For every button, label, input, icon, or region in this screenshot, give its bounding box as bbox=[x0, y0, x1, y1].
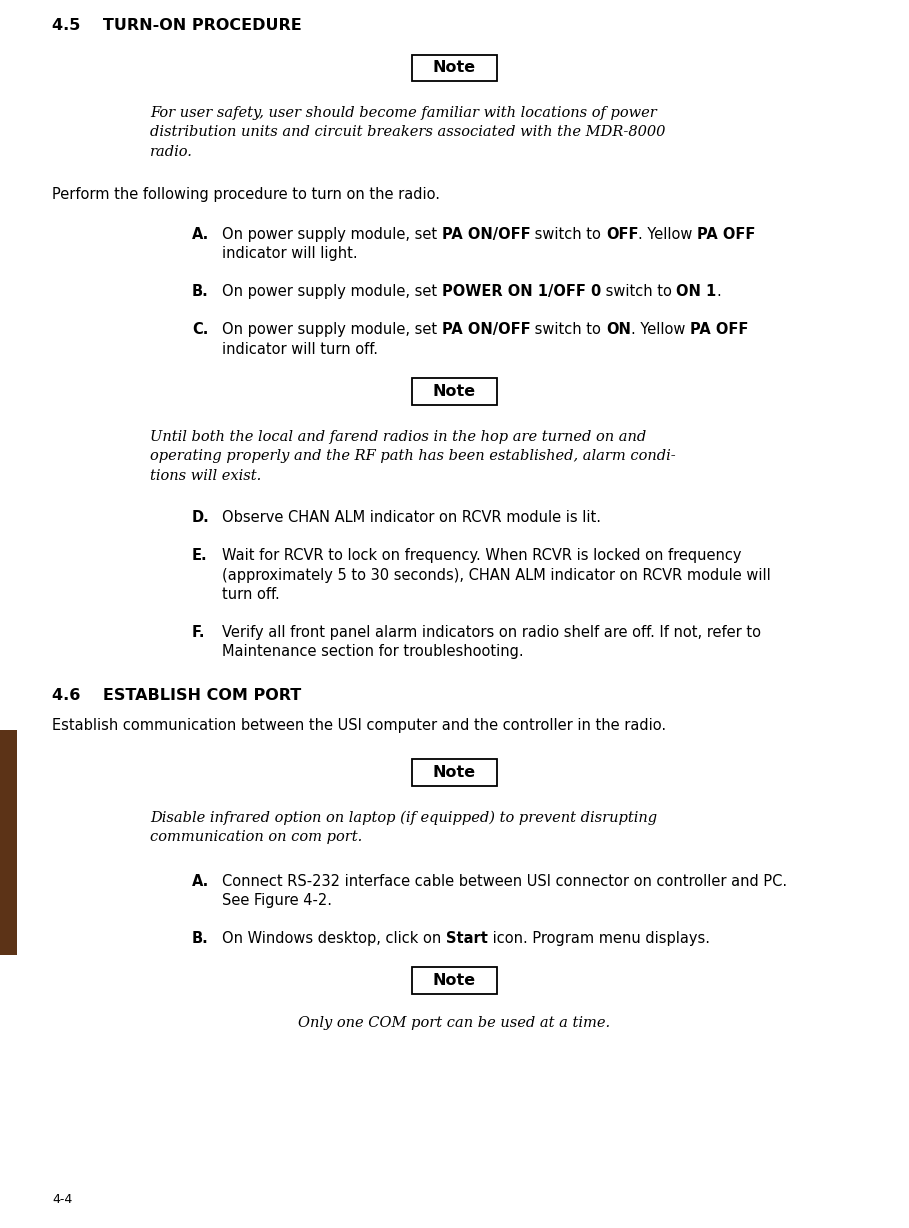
Text: switch to: switch to bbox=[530, 322, 606, 336]
Text: PA ON/OFF: PA ON/OFF bbox=[442, 322, 530, 336]
Text: PA OFF: PA OFF bbox=[697, 226, 755, 242]
FancyBboxPatch shape bbox=[412, 54, 497, 81]
Text: Disable infrared option on laptop (if equipped) to prevent disrupting: Disable infrared option on laptop (if eq… bbox=[150, 810, 657, 825]
Text: Start: Start bbox=[446, 931, 488, 946]
Text: Connect RS-232 interface cable between USI connector on controller and PC.: Connect RS-232 interface cable between U… bbox=[222, 873, 787, 889]
FancyBboxPatch shape bbox=[412, 759, 497, 786]
Text: tions will exist.: tions will exist. bbox=[150, 469, 261, 483]
Text: indicator will turn off.: indicator will turn off. bbox=[222, 341, 378, 356]
Text: On power supply module, set: On power supply module, set bbox=[222, 284, 442, 298]
Text: switch to: switch to bbox=[530, 226, 606, 242]
Text: Establish communication between the USI computer and the controller in the radio: Establish communication between the USI … bbox=[52, 717, 666, 732]
Text: F.: F. bbox=[192, 625, 205, 640]
Text: . Yellow: . Yellow bbox=[638, 226, 697, 242]
Text: E.: E. bbox=[192, 548, 207, 562]
Text: switch to: switch to bbox=[601, 284, 676, 298]
Text: For user safety, user should become familiar with locations of power: For user safety, user should become fami… bbox=[150, 106, 656, 120]
Text: Note: Note bbox=[433, 384, 476, 399]
Text: POWER ON 1/OFF 0: POWER ON 1/OFF 0 bbox=[442, 284, 601, 298]
Text: B.: B. bbox=[192, 931, 209, 946]
Text: communication on com port.: communication on com port. bbox=[150, 830, 363, 844]
Text: OFF: OFF bbox=[606, 226, 638, 242]
Text: (approximately 5 to 30 seconds), CHAN ALM indicator on RCVR module will: (approximately 5 to 30 seconds), CHAN AL… bbox=[222, 567, 771, 582]
Text: On power supply module, set: On power supply module, set bbox=[222, 322, 442, 336]
Text: ON: ON bbox=[606, 322, 631, 336]
Text: Verify all front panel alarm indicators on radio shelf are off. If not, refer to: Verify all front panel alarm indicators … bbox=[222, 625, 761, 640]
Text: distribution units and circuit breakers associated with the MDR-8000: distribution units and circuit breakers … bbox=[150, 125, 665, 140]
Text: turn off.: turn off. bbox=[222, 587, 280, 602]
Text: Note: Note bbox=[433, 973, 476, 989]
Text: operating properly and the RF path has been established, alarm condi-: operating properly and the RF path has b… bbox=[150, 449, 675, 463]
Text: See Figure 4‑2.: See Figure 4‑2. bbox=[222, 893, 332, 907]
Text: indicator will light.: indicator will light. bbox=[222, 246, 357, 262]
Text: Until both the local and farend radios in the hop are turned on and: Until both the local and farend radios i… bbox=[150, 430, 646, 443]
Text: ON 1: ON 1 bbox=[676, 284, 717, 298]
Text: Maintenance section for troubleshooting.: Maintenance section for troubleshooting. bbox=[222, 643, 524, 659]
Text: Observe CHAN ALM indicator on RCVR module is lit.: Observe CHAN ALM indicator on RCVR modul… bbox=[222, 510, 601, 526]
Text: PA OFF: PA OFF bbox=[690, 322, 748, 336]
Text: PA ON/OFF: PA ON/OFF bbox=[442, 226, 530, 242]
Text: 4.6    ESTABLISH COM PORT: 4.6 ESTABLISH COM PORT bbox=[52, 688, 301, 702]
Text: .: . bbox=[717, 284, 722, 298]
FancyBboxPatch shape bbox=[412, 966, 497, 993]
Text: icon. Program menu displays.: icon. Program menu displays. bbox=[488, 931, 710, 946]
Text: Note: Note bbox=[433, 60, 476, 75]
Text: 4.5    TURN-ON PROCEDURE: 4.5 TURN-ON PROCEDURE bbox=[52, 18, 302, 33]
Bar bbox=[0, 729, 17, 955]
Text: Note: Note bbox=[433, 765, 476, 780]
Text: Only one COM port can be used at a time.: Only one COM port can be used at a time. bbox=[298, 1016, 611, 1029]
Text: radio.: radio. bbox=[150, 145, 193, 158]
Text: B.: B. bbox=[192, 284, 209, 298]
FancyBboxPatch shape bbox=[412, 378, 497, 405]
Text: 4-4: 4-4 bbox=[52, 1192, 72, 1206]
Text: A.: A. bbox=[192, 226, 209, 242]
Text: . Yellow: . Yellow bbox=[631, 322, 690, 336]
Text: A.: A. bbox=[192, 873, 209, 889]
Text: D.: D. bbox=[192, 510, 210, 526]
Text: Wait for RCVR to lock on frequency. When RCVR is locked on frequency: Wait for RCVR to lock on frequency. When… bbox=[222, 548, 742, 562]
Text: C.: C. bbox=[192, 322, 208, 336]
Text: Perform the following procedure to turn on the radio.: Perform the following procedure to turn … bbox=[52, 187, 440, 201]
Text: On Windows desktop, click on: On Windows desktop, click on bbox=[222, 931, 446, 946]
Text: On power supply module, set: On power supply module, set bbox=[222, 226, 442, 242]
